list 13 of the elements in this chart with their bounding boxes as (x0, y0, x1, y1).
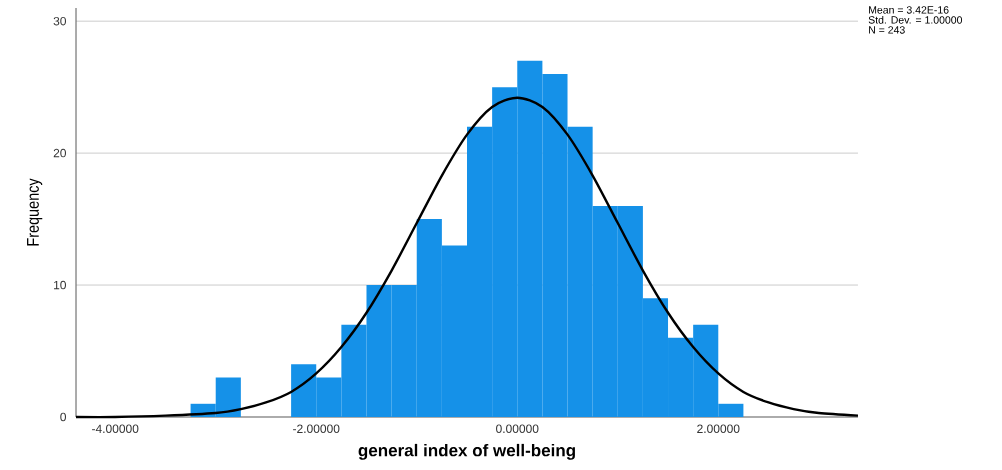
y-axis-title: Frequency (27, 178, 43, 246)
x-tick-label: 0.00000 (496, 424, 539, 434)
x-tick-label: 2.00000 (697, 424, 740, 434)
y-tick-label: 20 (53, 148, 67, 158)
x-tick-label: -4.00000 (92, 424, 139, 434)
y-tick-label: 30 (53, 16, 67, 26)
x-tick-label: -2.00000 (293, 424, 340, 434)
y-tick-label: 0 (60, 412, 67, 422)
text: Mean = 3.42E-16 (869, 6, 949, 14)
text: Std. Dev. = 1.00000 (868, 15, 963, 24)
text: N = 243 (869, 26, 905, 34)
y-tick-label: 10 (54, 280, 67, 290)
x-axis-title: general index of well-being (358, 443, 575, 460)
